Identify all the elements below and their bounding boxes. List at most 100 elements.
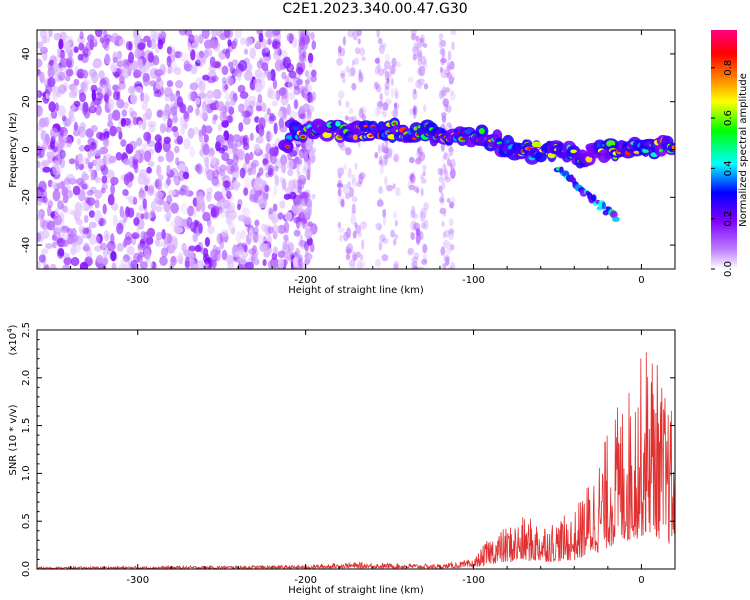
spectrogram-streak xyxy=(417,147,421,153)
spectrogram-streak xyxy=(346,248,352,255)
spectrogram-streak xyxy=(311,225,316,236)
spectrogram-ridge-peak xyxy=(368,134,373,138)
spectrogram-speckle xyxy=(264,184,269,192)
spectrogram-speckle xyxy=(141,92,150,104)
spectrogram-speckle xyxy=(183,111,190,123)
spectrogram-speckle xyxy=(42,166,51,173)
spectrogram-speckle xyxy=(142,174,152,185)
spectrogram-streak xyxy=(345,100,350,108)
spectrogram-speckle xyxy=(128,156,136,168)
spectrogram-streak xyxy=(440,58,448,64)
spectrogram-speckle xyxy=(173,175,179,184)
spectrogram-streak xyxy=(442,152,450,161)
spectrogram-speckle xyxy=(234,68,243,78)
spectrogram-speckle xyxy=(71,84,78,97)
spectrogram-speckle xyxy=(265,130,273,142)
spectrogram-speckle xyxy=(228,140,234,149)
spectrogram-streak xyxy=(393,155,398,162)
spectrogram-streak xyxy=(351,251,357,261)
spectrogram-speckle xyxy=(202,211,211,222)
spectrogram-speckle xyxy=(293,229,301,237)
spectrogram-streak xyxy=(388,150,393,159)
spectrogram-streak xyxy=(297,70,301,80)
spectrogram-speckle xyxy=(280,94,289,106)
spectrogram-speckle xyxy=(221,229,229,238)
spectrogram-streak xyxy=(360,259,366,268)
spectrogram-streak xyxy=(300,218,308,225)
spectrogram-streak xyxy=(409,108,413,116)
spectrogram-streak xyxy=(446,61,451,70)
spectrogram-speckle xyxy=(56,182,66,190)
spectrogram-speckle xyxy=(128,140,137,150)
spectrogram-streak xyxy=(376,104,383,110)
spectrogram-speckle xyxy=(279,125,288,133)
spectrogram-streak xyxy=(442,263,447,269)
spectrogram-speckle xyxy=(303,83,313,95)
spectrogram-speckle xyxy=(123,239,128,248)
spectrogram-speckle xyxy=(162,140,171,153)
spectrogram-streak xyxy=(382,208,387,218)
spectrogram-streak xyxy=(304,69,309,77)
spectrogram-streak xyxy=(345,245,352,255)
spectrogram-speckle xyxy=(107,112,113,125)
spectrogram-streak xyxy=(385,53,390,63)
spectrogram-speckle xyxy=(166,55,172,68)
spectrogram-speckle xyxy=(156,75,162,83)
spectrogram-speckle xyxy=(86,189,94,197)
spectrogram-speckle xyxy=(40,130,47,141)
spectrogram-speckle xyxy=(38,254,46,263)
spectrogram-streak xyxy=(338,227,345,234)
spectrogram-streak xyxy=(304,94,309,102)
spectrogram-streak xyxy=(359,254,364,261)
spectrogram-streak xyxy=(443,151,447,160)
spectrogram-streak xyxy=(297,185,302,194)
spectrogram-speckle xyxy=(265,171,271,178)
spectrogram-speckle xyxy=(38,209,45,219)
spectrogram-streak xyxy=(350,66,356,76)
spectrogram-speckle xyxy=(178,251,184,262)
spectrogram-streak xyxy=(395,187,401,197)
spectrogram-streak xyxy=(336,57,343,66)
spectrogram-streak xyxy=(309,97,315,104)
spectrogram-speckle xyxy=(49,263,57,269)
spectrogram-streak xyxy=(384,140,389,150)
spectrogram-speckle xyxy=(196,163,202,175)
spectrogram-streak xyxy=(298,78,303,88)
spectrogram-speckle xyxy=(242,110,252,118)
spectrogram-streak xyxy=(416,41,423,49)
spectrogram-speckle xyxy=(227,39,232,47)
spectrogram-speckle xyxy=(110,183,115,196)
spectrogram-speckle xyxy=(211,75,219,82)
spectrogram-streak xyxy=(351,196,358,203)
spectrogram-streak xyxy=(346,227,352,239)
spectrogram-speckle xyxy=(157,174,164,181)
spectrogram-speckle xyxy=(122,58,131,69)
spectrogram-speckle xyxy=(127,207,135,218)
spectrogram-streak xyxy=(439,197,445,203)
spectrogram-speckle xyxy=(173,67,182,76)
spectrogram-speckle xyxy=(197,165,205,174)
spectrogram-streak xyxy=(386,184,393,192)
spectrogram-speckle xyxy=(221,65,229,76)
spectrogram-streak xyxy=(444,68,451,76)
spectrogram-speckle xyxy=(37,197,42,206)
spectrogram-speckle xyxy=(180,185,189,192)
spectrogram-speckle xyxy=(116,98,125,109)
spectrogram-speckle xyxy=(45,83,52,95)
spectrogram-streak xyxy=(308,60,313,68)
spectrogram-speckle xyxy=(243,244,248,253)
spectrogram-streak xyxy=(356,30,362,37)
spectrogram-speckle xyxy=(105,169,115,179)
spectrogram-streak xyxy=(420,187,424,197)
spectrogram-streak xyxy=(414,157,422,165)
spectrogram-speckle xyxy=(237,203,241,211)
spectrogram-speckle xyxy=(264,30,274,39)
spectrogram-streak xyxy=(410,174,416,184)
spectrogram-speckle xyxy=(59,57,69,68)
spectrogram-speckle xyxy=(44,263,50,269)
spectrogram-speckle xyxy=(270,212,280,224)
spectrogram-speckle xyxy=(188,91,196,102)
spectrogram-streak xyxy=(389,65,396,75)
spectrogram-speckle xyxy=(261,62,269,72)
